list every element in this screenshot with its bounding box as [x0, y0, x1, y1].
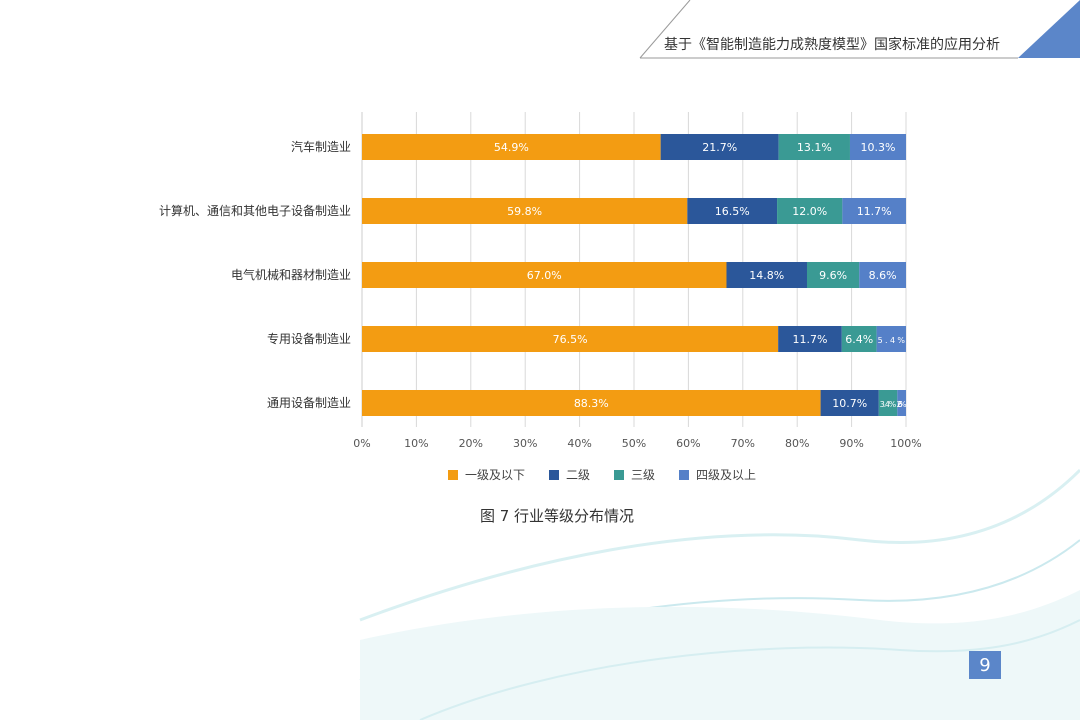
- bar-segment-4-3: [897, 390, 906, 416]
- category-label-0: 汽车制造业: [291, 139, 351, 154]
- chart-labels: 0% 10% 20% 30% 40% 50% 60% 70% 80% 90% 100% 汽车制造业 54…: [159, 139, 922, 450]
- wave-1: [359, 468, 1080, 622]
- x-tick-label-3: 30%: [513, 437, 537, 450]
- data-label-4-3: 2.6%: [897, 400, 907, 409]
- page-number: 9: [969, 651, 1001, 679]
- legend-swatch-level1: [448, 469, 458, 480]
- bar-segment-0-1: [660, 134, 779, 160]
- bar-segment-2-2: [806, 262, 860, 288]
- x-tick-label-9: 90%: [839, 437, 863, 450]
- x-tick-label-10: 100%: [890, 437, 921, 450]
- bar-segment-0-0: [362, 134, 661, 160]
- legend-swatch-level3: [614, 469, 625, 480]
- bar-segment-1-3: [842, 198, 906, 224]
- bar-segment-3-3: [876, 326, 906, 352]
- x-tick-label-6: 60%: [676, 437, 700, 450]
- data-label-0-3: 10.3%: [861, 141, 896, 154]
- legend-label-level2: 二级: [566, 468, 591, 482]
- chart-bars: [362, 134, 906, 416]
- bar-segment-1-1: [687, 198, 778, 224]
- bar-segment-2-3: [859, 262, 906, 288]
- header-title: 基于《智能制造能力成熟度模型》国家标准的应用分析: [664, 37, 1000, 53]
- bar-segment-0-3: [849, 134, 906, 160]
- bar-segment-3-1: [778, 326, 842, 352]
- data-label-4-1: 10.7%: [832, 397, 867, 410]
- x-tick-label-7: 70%: [731, 437, 755, 450]
- bar-segment-3-0: [362, 326, 779, 352]
- bar-segment-2-1: [726, 262, 807, 288]
- category-label-4: 通用设备制造业: [267, 396, 351, 410]
- bar-segment-4-0: [362, 390, 821, 416]
- figure-caption: 图 7 行业等级分布情况: [0, 505, 1080, 526]
- data-label-3-3: 5.4%: [878, 336, 906, 345]
- category-label-3: 专用设备制造业: [267, 331, 351, 346]
- bar-segment-0-2: [778, 134, 850, 160]
- legend-item-level1: 一级及以下: [448, 466, 525, 483]
- bar-segment-1-0: [362, 198, 688, 224]
- bar-segment-3-2: [841, 326, 877, 352]
- data-label-4-0: 88.3%: [574, 397, 609, 410]
- x-tick-label-0: 0%: [353, 437, 370, 450]
- wave-3: [419, 619, 1080, 720]
- header-slash-line: [639, 0, 691, 59]
- data-label-2-2: 9.6%: [819, 269, 847, 282]
- category-label-1: 计算机、通信和其他电子设备制造业: [159, 203, 351, 218]
- data-label-0-1: 21.7%: [702, 141, 737, 154]
- x-tick-label-4: 40%: [567, 437, 591, 450]
- x-tick-label-5: 50%: [622, 437, 646, 450]
- legend-item-level4: 四级及以上: [679, 466, 756, 483]
- data-label-2-1: 14.8%: [749, 269, 784, 282]
- x-tick-label-1: 10%: [404, 437, 428, 450]
- x-tick-label-2: 20%: [459, 437, 483, 450]
- legend-swatch-level4: [679, 469, 690, 480]
- figure-caption-text: 图 7 行业等级分布情况: [479, 507, 635, 525]
- header-triangle: [1018, 0, 1080, 58]
- legend-swatch-level2: [549, 469, 560, 480]
- data-label-2-0: 67.0%: [527, 269, 562, 282]
- bar-segment-2-0: [362, 262, 727, 288]
- legend-label-level4: 四级及以上: [696, 468, 757, 482]
- category-label-2: 电气机械和器材制造业: [231, 267, 351, 282]
- chart-legend: 一级及以下 二级 三级 四级及以上: [448, 466, 780, 483]
- data-label-1-2: 12.0%: [792, 205, 827, 218]
- data-label-1-0: 59.8%: [507, 205, 542, 218]
- legend-label-level1: 一级及以下: [465, 468, 526, 482]
- data-label-2-3: 8.6%: [869, 269, 897, 282]
- data-label-1-1: 16.5%: [715, 205, 750, 218]
- data-label-3-2: 6.4%: [845, 333, 873, 346]
- bar-segment-4-2: [878, 390, 898, 416]
- wave-fill: [360, 590, 1080, 720]
- data-label-0-2: 13.1%: [797, 141, 832, 154]
- legend-item-level2: 二级: [549, 466, 590, 483]
- x-tick-label-8: 80%: [785, 437, 809, 450]
- bar-segment-1-2: [777, 198, 843, 224]
- data-label-3-1: 11.7%: [793, 333, 828, 346]
- data-label-4-2: 3.4%: [880, 400, 897, 409]
- legend-item-level3: 三级: [614, 466, 655, 483]
- bar-segment-4-1: [820, 390, 879, 416]
- legend-label-level3: 三级: [631, 468, 656, 482]
- data-label-0-0: 54.9%: [494, 141, 529, 154]
- data-label-3-0: 76.5%: [553, 333, 588, 346]
- data-label-1-3: 11.7%: [857, 205, 892, 218]
